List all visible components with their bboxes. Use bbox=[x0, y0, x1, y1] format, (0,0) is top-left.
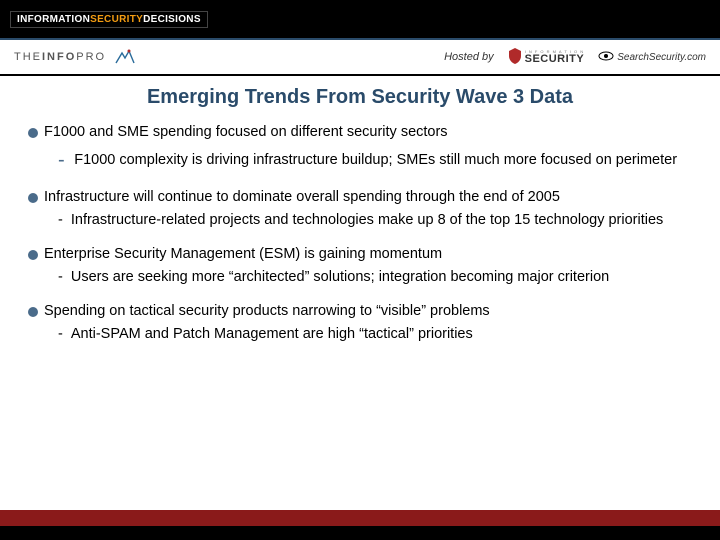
sponsor-left: THEINFOPRO bbox=[14, 49, 136, 65]
sub-text: Infrastructure-related projects and tech… bbox=[71, 212, 663, 228]
slide: INFORMATION SECURITY DECISIONS THEINFOPR… bbox=[0, 0, 720, 540]
content-area: Emerging Trends From Security Wave 3 Dat… bbox=[0, 76, 720, 345]
searchsecurity-logo: SearchSecurity.com bbox=[598, 51, 706, 64]
bullet-text: F1000 and SME spending focused on differ… bbox=[44, 123, 692, 143]
bullet-text: Enterprise Security Management (ESM) is … bbox=[44, 245, 692, 265]
sub-bullet: - Infrastructure-related projects and te… bbox=[58, 211, 692, 231]
sub-bullet: - Anti-SPAM and Patch Management are hig… bbox=[58, 325, 692, 345]
bullet-dot-icon bbox=[28, 128, 38, 138]
bullet-main: F1000 and SME spending focused on differ… bbox=[28, 123, 692, 143]
top-banner: INFORMATION SECURITY DECISIONS bbox=[0, 0, 720, 38]
brand-box: INFORMATION SECURITY DECISIONS bbox=[10, 11, 208, 28]
bullet-main: Enterprise Security Management (ESM) is … bbox=[28, 245, 692, 265]
bullet-list: F1000 and SME spending focused on differ… bbox=[28, 123, 692, 345]
bullet-block: Infrastructure will continue to dominate… bbox=[28, 188, 692, 231]
footer bbox=[0, 510, 720, 540]
brand-security: SECURITY bbox=[90, 14, 143, 25]
infopro-logo: THEINFOPRO bbox=[14, 51, 106, 63]
dash-icon: - bbox=[58, 149, 70, 171]
bullet-main: Infrastructure will continue to dominate… bbox=[28, 188, 692, 208]
sponsor-right: Hosted by I N F O R M A T I O N SECURITY… bbox=[444, 48, 706, 67]
footer-red-bar bbox=[0, 510, 720, 526]
dash-icon: - bbox=[58, 326, 67, 342]
bullet-block: Spending on tactical security products n… bbox=[28, 302, 692, 345]
security-logo: I N F O R M A T I O N SECURITY bbox=[508, 48, 585, 67]
bullet-block: F1000 and SME spending focused on differ… bbox=[28, 123, 692, 174]
brand-decisions: DECISIONS bbox=[143, 14, 201, 25]
footer-black-bar bbox=[0, 526, 720, 540]
sub-text: Anti-SPAM and Patch Management are high … bbox=[71, 326, 473, 342]
sub-text: F1000 complexity is driving infrastructu… bbox=[74, 152, 677, 168]
dash-icon: - bbox=[58, 212, 67, 228]
slide-title: Emerging Trends From Security Wave 3 Dat… bbox=[28, 86, 692, 109]
dash-icon: - bbox=[58, 269, 67, 285]
bullet-dot-icon bbox=[28, 250, 38, 260]
shield-icon bbox=[508, 48, 522, 67]
sub-text: Users are seeking more “architected” sol… bbox=[71, 269, 609, 285]
infopro-icon bbox=[114, 49, 136, 65]
sponsor-row: THEINFOPRO Hosted by I N F O R M A T I O… bbox=[0, 42, 720, 72]
bullet-text: Spending on tactical security products n… bbox=[44, 302, 692, 322]
bullet-dot-icon bbox=[28, 193, 38, 203]
sub-bullet: - Users are seeking more “architected” s… bbox=[58, 268, 692, 288]
bullet-text: Infrastructure will continue to dominate… bbox=[44, 188, 692, 208]
bullet-block: Enterprise Security Management (ESM) is … bbox=[28, 245, 692, 288]
sub-bullet: - F1000 complexity is driving infrastruc… bbox=[58, 147, 692, 174]
brand-info: INFORMATION bbox=[17, 14, 90, 25]
eye-icon bbox=[598, 51, 614, 64]
hosted-by-label: Hosted by bbox=[444, 51, 494, 63]
bullet-main: Spending on tactical security products n… bbox=[28, 302, 692, 322]
bullet-dot-icon bbox=[28, 307, 38, 317]
